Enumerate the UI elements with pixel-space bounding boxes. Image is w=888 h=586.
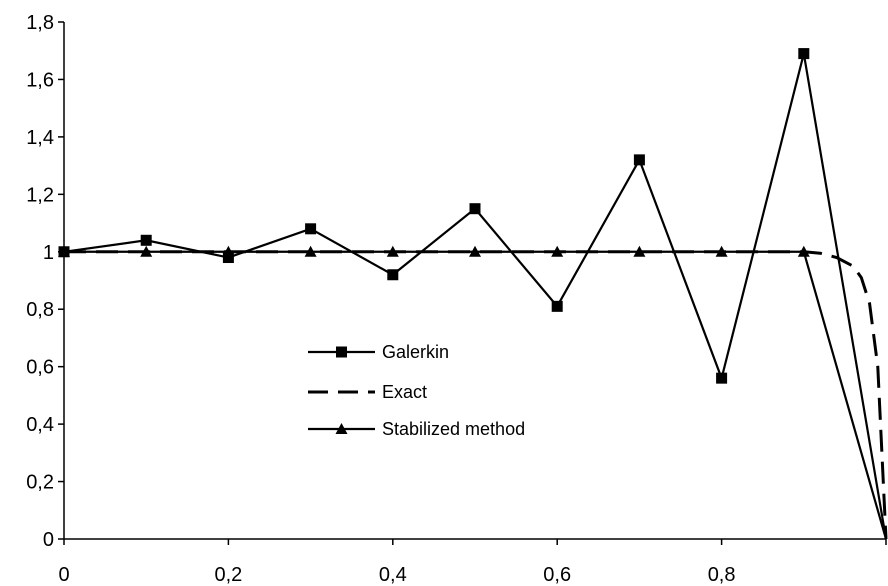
y-axis-ticks: 0 0,2 0,4 0,6 0,8 1 1,2 1,4 1,6 1,8 [26, 12, 64, 551]
data-point [58, 246, 70, 258]
data-point [140, 234, 152, 246]
y-tick-label: 0,8 [26, 299, 54, 321]
x-tick-label: 0,6 [543, 564, 571, 586]
data-point [140, 245, 153, 257]
legend-marker [336, 346, 347, 358]
data-point [551, 300, 563, 312]
data-point [469, 245, 481, 257]
y-tick-label: 0,6 [26, 357, 54, 379]
y-tick-label: 0,4 [26, 414, 54, 436]
data-point [305, 223, 317, 235]
data-point [304, 245, 317, 257]
legend-marker [335, 423, 348, 434]
series-stabilized-method [58, 245, 888, 540]
data-point [386, 245, 399, 257]
legend-label: Galerkin [382, 342, 449, 362]
legend-item: Exact [308, 382, 427, 402]
data-point [715, 245, 728, 257]
data-point [716, 372, 728, 384]
data-point [633, 245, 646, 257]
y-tick-label: 0,2 [26, 472, 54, 494]
data-point [387, 269, 399, 281]
data-point [798, 48, 810, 60]
y-tick-label: 1,6 [26, 69, 54, 91]
series-layer [58, 48, 888, 540]
data-point [797, 245, 810, 257]
x-tick-label: 0,2 [214, 564, 242, 586]
x-tick-label: 0 [58, 564, 69, 586]
legend: Galerkin Exact Stabilized method [308, 342, 525, 439]
series-galerkin [58, 48, 888, 540]
x-tick-label: 0,4 [379, 564, 407, 586]
data-point [633, 154, 645, 166]
legend-label: Stabilized method [382, 419, 525, 439]
data-point [222, 252, 234, 264]
y-tick-label: 0 [43, 529, 54, 551]
legend-item: Stabilized method [308, 419, 525, 439]
y-tick-label: 1,2 [26, 184, 54, 206]
y-tick-label: 1,8 [26, 12, 54, 34]
data-point [469, 203, 481, 215]
legend-label: Exact [382, 382, 427, 402]
axes [63, 22, 886, 540]
x-axis-ticks: 0 0,2 0,4 0,6 0,8 [58, 539, 887, 586]
series-line [63, 53, 888, 540]
series-exact [64, 250, 888, 540]
data-point [551, 245, 564, 257]
x-tick-label: 0,8 [708, 564, 736, 586]
series-line [64, 250, 888, 540]
series-line [64, 250, 888, 540]
y-tick-label: 1,4 [26, 127, 54, 149]
y-tick-label: 1 [43, 242, 54, 264]
legend-item: Galerkin [308, 342, 449, 362]
